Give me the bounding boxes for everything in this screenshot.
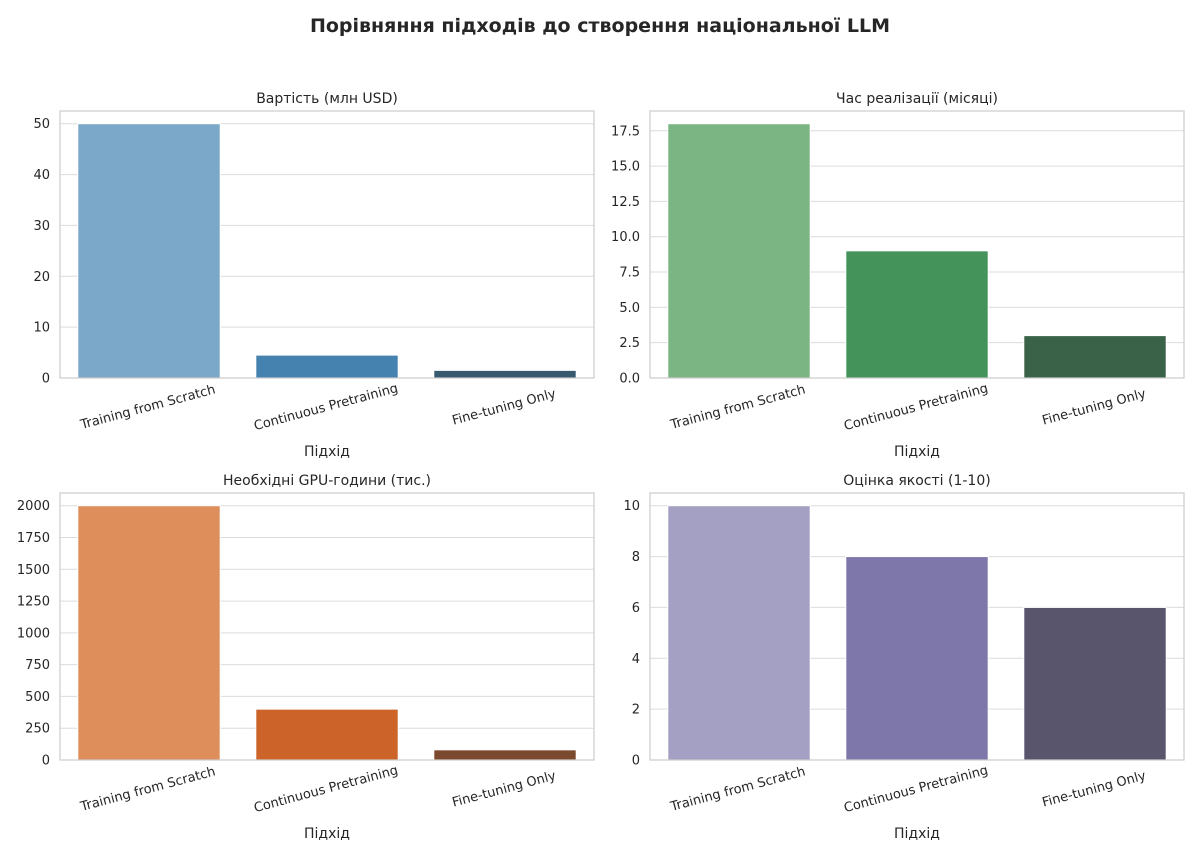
axes-frame [59,110,595,379]
y-tick-label: 10 [33,321,50,336]
y-tick-label: 2.5 [619,336,640,351]
bar [433,369,577,379]
x-axis-label: Підхід [894,826,940,842]
x-axis-label: Підхід [304,826,350,842]
y-tick-label: 10 [623,499,640,514]
bar [77,505,221,761]
y-tick-label: 0 [632,754,640,769]
y-tick-label: 30 [33,219,50,234]
panel-title: Час реалізації (місяці) [836,91,998,107]
figure-title: Порівняння підходів до створення націона… [310,15,890,37]
y-tick-label: 1000 [17,626,50,641]
bar [845,556,989,761]
y-tick-label: 15.0 [611,160,640,175]
x-axis-label: Підхід [894,444,940,460]
y-tick-label: 8 [632,550,640,565]
y-tick-label: 1250 [17,595,50,610]
axes-frame [59,492,595,761]
y-tick-label: 1500 [17,563,50,578]
y-tick-label: 0 [42,372,50,387]
y-tick-label: 250 [25,722,50,737]
y-tick-label: 4 [632,652,640,667]
y-tick-label: 6 [632,601,640,616]
y-tick-label: 2 [632,703,640,718]
bar [255,708,399,761]
bar [667,123,811,379]
y-tick-label: 1750 [17,531,50,546]
y-tick-label: 750 [25,658,50,673]
y-tick-label: 20 [33,270,50,285]
y-tick-label: 0.0 [619,372,640,387]
y-tick-label: 40 [33,168,50,183]
bar [667,505,811,761]
panel-title: Оцінка якості (1-10) [843,473,990,489]
bar [845,250,989,379]
axes-frame [649,110,1185,379]
y-tick-label: 7.5 [619,266,640,281]
y-tick-label: 10.0 [611,230,640,245]
axes-frame [649,492,1185,761]
x-axis-label: Підхід [304,444,350,460]
bar [433,749,577,761]
panel-title: Необхідні GPU-години (тис.) [223,473,431,489]
y-tick-label: 12.5 [611,195,640,210]
y-tick-label: 17.5 [611,124,640,139]
bar [77,123,221,379]
y-tick-label: 5.0 [619,301,640,316]
y-tick-label: 0 [42,754,50,769]
y-tick-label: 2000 [17,499,50,514]
y-tick-label: 50 [33,117,50,132]
panel-title: Вартість (млн USD) [256,91,398,107]
bar [1023,606,1167,761]
bar [255,354,399,379]
bar [1023,335,1167,379]
y-tick-label: 500 [25,690,50,705]
